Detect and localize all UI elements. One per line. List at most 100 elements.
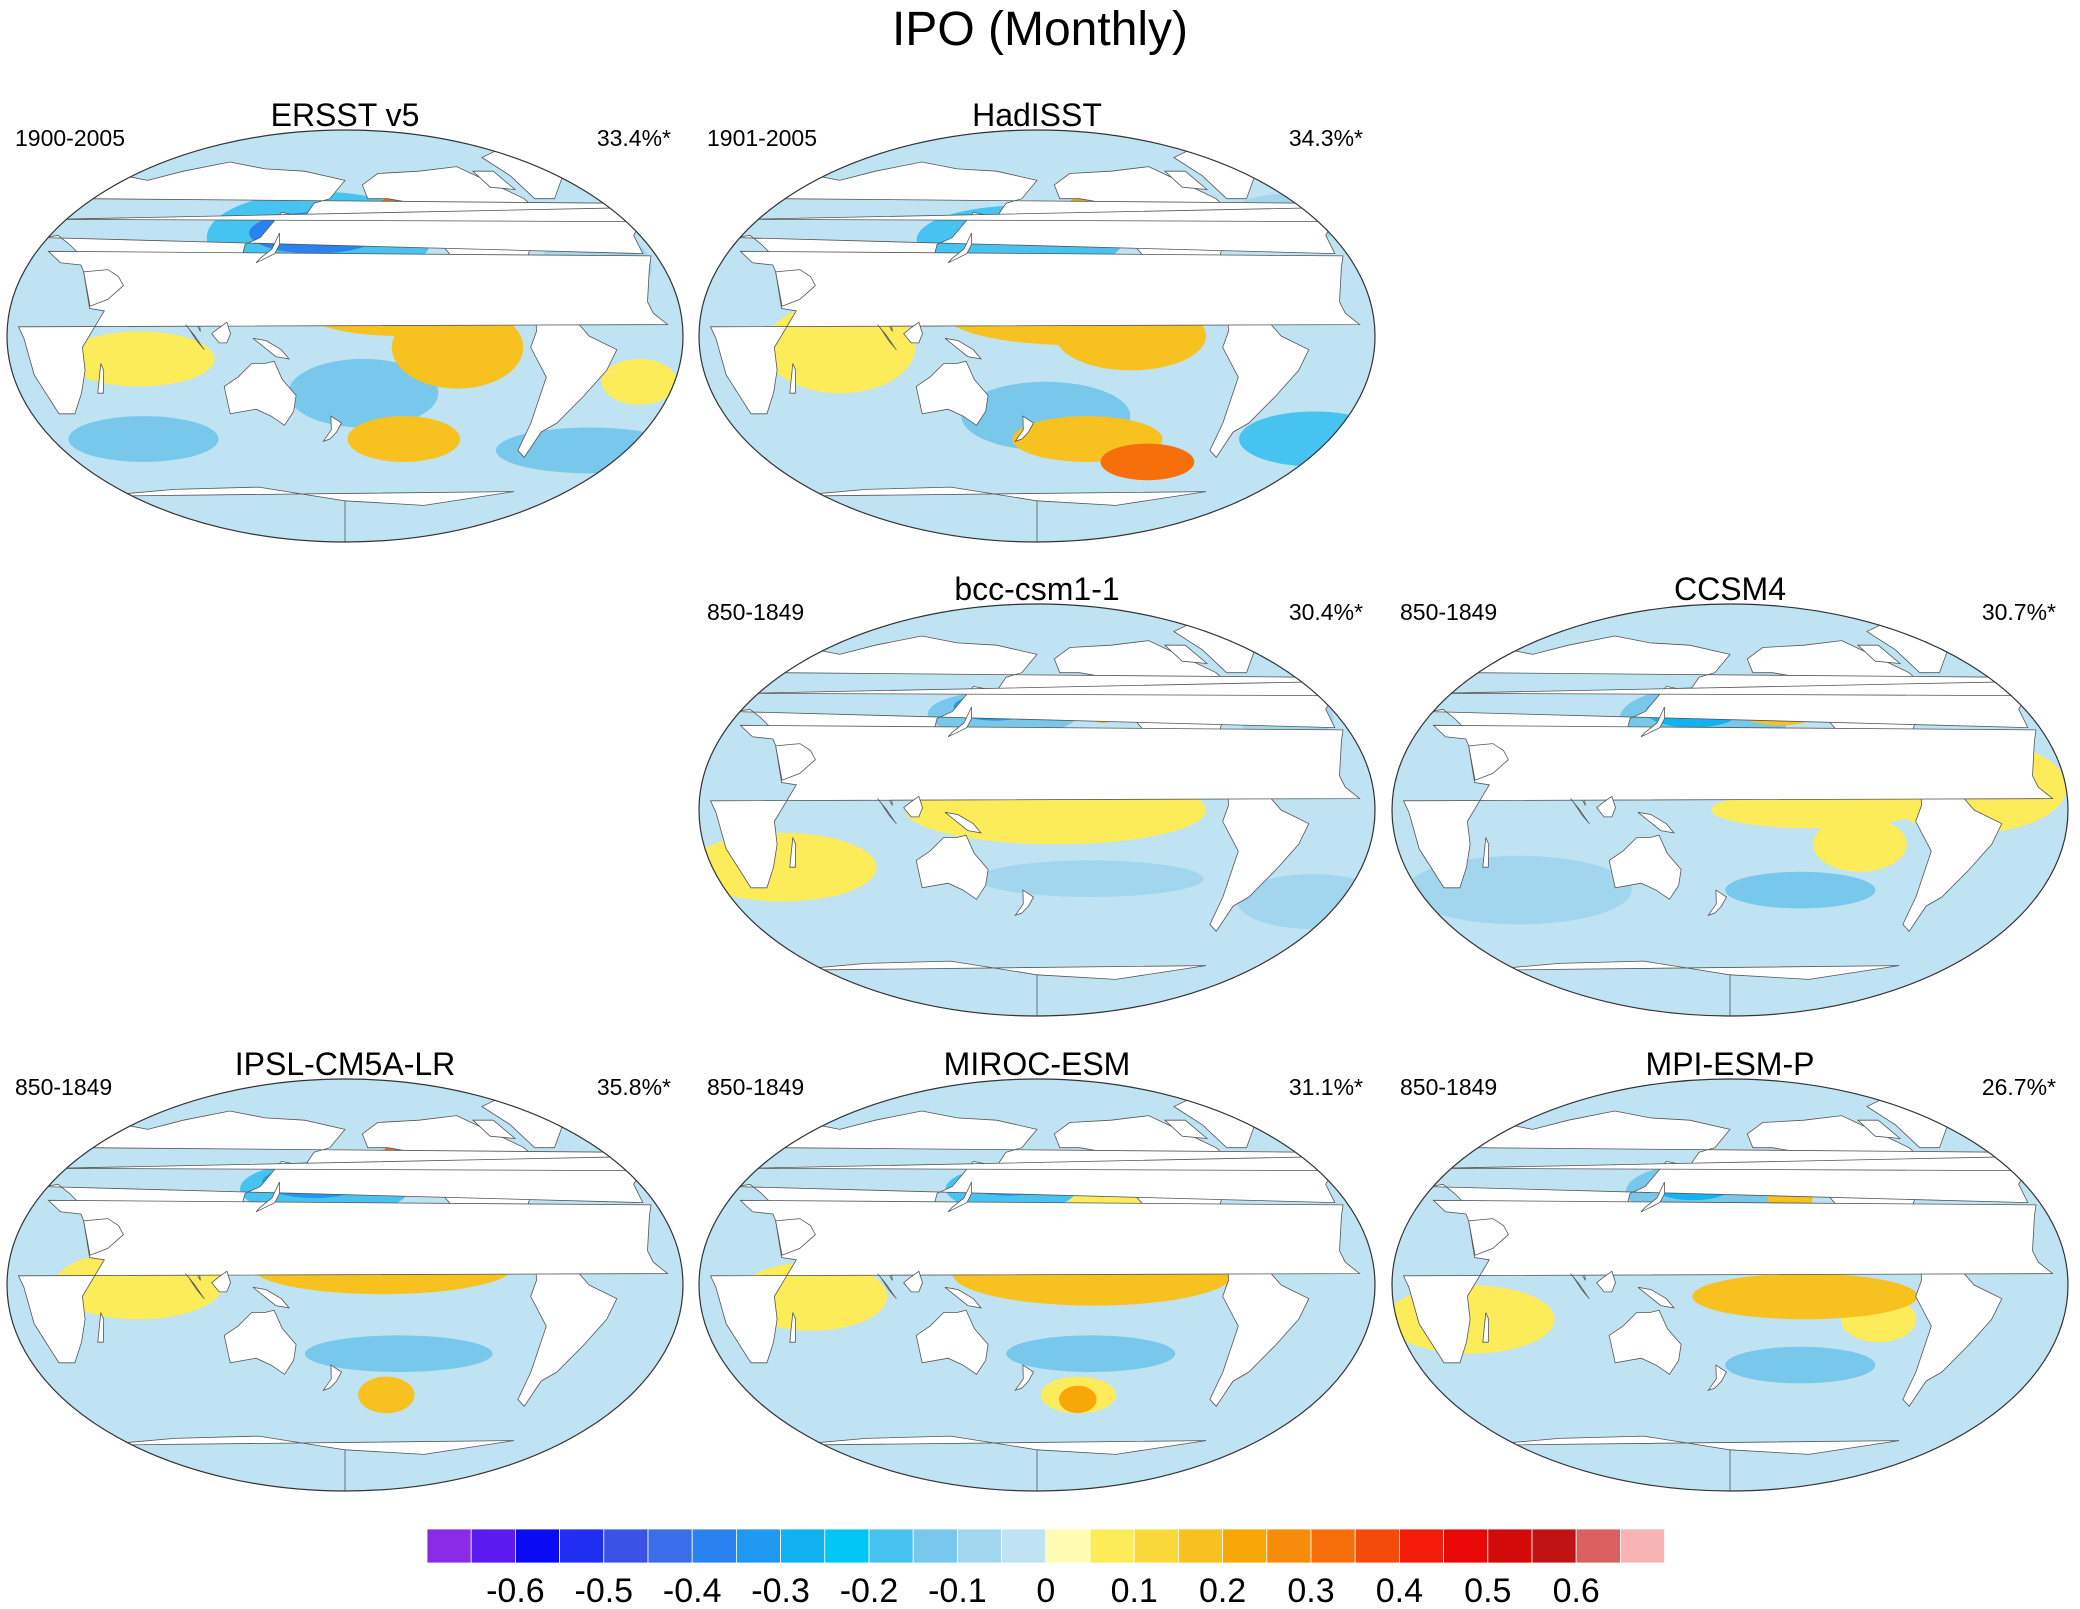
anomaly-contour xyxy=(68,416,219,462)
land-japan xyxy=(1640,1181,1666,1213)
land-borneo xyxy=(1596,795,1616,818)
land-arabia xyxy=(775,743,816,781)
land-sumatra xyxy=(185,324,205,350)
colorbar-swatch xyxy=(957,1528,1003,1564)
land-antarctica xyxy=(1481,1435,1900,1491)
land-new-zealand xyxy=(1707,1364,1728,1392)
colorbar-swatch xyxy=(824,1528,870,1564)
colorbar-swatch xyxy=(1133,1528,1179,1564)
land-south-america xyxy=(1902,786,2003,932)
land-new-guinea xyxy=(252,1286,291,1309)
land-madagascar xyxy=(97,363,105,394)
land-japan xyxy=(255,232,281,264)
map-panel-mpi-esm-p: MPI-ESM-P 850-1849 26.7%* xyxy=(1390,1045,2070,1492)
land-sumatra xyxy=(877,324,897,350)
colorbar-tick-label: 0.2 xyxy=(1199,1572,1246,1609)
land-australia xyxy=(223,1309,297,1375)
anomaly-contour xyxy=(699,832,877,902)
land-australia xyxy=(915,834,989,900)
colorbar-swatch xyxy=(1399,1528,1445,1564)
land-south-america xyxy=(1209,786,1310,932)
land-japan xyxy=(1640,706,1666,738)
colorbar-swatch xyxy=(1487,1528,1533,1564)
anomaly-contour xyxy=(358,1376,415,1414)
panel-period: 1901-2005 xyxy=(707,125,817,151)
colorbar-swatch xyxy=(691,1528,737,1564)
land-japan xyxy=(947,232,973,264)
map-outline xyxy=(698,1078,1376,1492)
land-antarctica xyxy=(788,486,1207,542)
land-australia xyxy=(915,360,989,426)
land-antarctica xyxy=(788,1435,1207,1491)
land-australia xyxy=(1608,1309,1682,1375)
panel-period: 850-1849 xyxy=(1400,599,1498,625)
map-outline xyxy=(1391,1078,2069,1492)
land-africa xyxy=(709,724,1361,889)
land-baffin xyxy=(1163,1119,1209,1140)
panel-period: 1900-2005 xyxy=(15,125,125,151)
anomaly-contour xyxy=(1100,443,1195,481)
map-panel-ccsm4: CCSM4 850-1849 30.7%* xyxy=(1390,570,2070,1017)
map-outline xyxy=(6,1078,684,1492)
land-africa xyxy=(709,1199,1361,1364)
map-panel-hadisst: HadISST 1901-2005 34.3%* xyxy=(697,96,1377,543)
colorbar-tick-label: -0.4 xyxy=(663,1572,722,1609)
land-baffin xyxy=(1163,170,1209,191)
anomaly-contour xyxy=(1813,816,1907,872)
land-new-guinea xyxy=(1637,1286,1676,1309)
panel-variance: 31.1%* xyxy=(1288,1074,1363,1100)
panel-variance: 34.3%* xyxy=(1288,125,1363,151)
anomaly-contour xyxy=(978,860,1204,897)
land-new-guinea xyxy=(944,811,983,834)
colorbar-tick-label: 0 xyxy=(1036,1572,1055,1609)
land-australia xyxy=(223,360,297,426)
land-baffin xyxy=(471,170,517,191)
land-arabia xyxy=(1468,743,1509,781)
land-japan xyxy=(947,1181,973,1213)
anomaly-contour xyxy=(1725,871,1876,909)
anomaly-contour xyxy=(1006,1335,1176,1372)
colorbar-swatch xyxy=(1266,1528,1312,1564)
land-madagascar xyxy=(789,363,797,394)
land-antarctica xyxy=(96,1435,515,1491)
anomaly-contour xyxy=(288,358,439,428)
anomaly-contour xyxy=(1725,1346,1876,1384)
land-baffin xyxy=(1163,644,1209,665)
land-new-zealand xyxy=(1707,889,1728,917)
colorbar-tick-label: 0.3 xyxy=(1287,1572,1334,1609)
land-borneo xyxy=(903,795,923,818)
anomaly-contour xyxy=(1059,1385,1097,1414)
land-arabia xyxy=(1468,1218,1509,1256)
colorbar-tick-label: 0.5 xyxy=(1464,1572,1511,1609)
map-outline xyxy=(6,129,684,543)
panel-variance: 30.7%* xyxy=(1981,599,2056,625)
land-australia xyxy=(1608,834,1682,900)
colorbar-tick-label: -0.1 xyxy=(928,1572,987,1609)
colorbar-swatch xyxy=(780,1528,826,1564)
map-outline xyxy=(698,603,1376,1017)
map xyxy=(698,1078,1376,1492)
land-new-guinea xyxy=(944,337,983,360)
colorbar-swatch xyxy=(1045,1528,1091,1564)
land-new-guinea xyxy=(944,1286,983,1309)
colorbar-swatch xyxy=(1001,1528,1047,1564)
map-outline xyxy=(698,129,1376,543)
land-borneo xyxy=(211,321,231,344)
figure-title: IPO (Monthly) xyxy=(891,3,1189,56)
colorbar-swatch xyxy=(868,1528,914,1564)
panel-title: HadISST xyxy=(972,97,1102,133)
land-arabia xyxy=(775,1218,816,1256)
land-south-america xyxy=(1902,1261,2003,1407)
colorbar-tick-label: -0.6 xyxy=(486,1572,545,1609)
colorbar-swatch xyxy=(1620,1528,1666,1564)
land-new-guinea xyxy=(252,337,291,360)
map xyxy=(698,129,1376,543)
colorbar-swatch xyxy=(470,1528,516,1564)
panel-title: bcc-csm1-1 xyxy=(954,571,1120,607)
land-sumatra xyxy=(877,798,897,824)
map xyxy=(6,1078,684,1492)
land-africa xyxy=(709,250,1361,415)
colorbar-tick-label: 0.4 xyxy=(1376,1572,1423,1609)
colorbar-swatch xyxy=(1310,1528,1356,1564)
land-madagascar xyxy=(789,1312,797,1343)
